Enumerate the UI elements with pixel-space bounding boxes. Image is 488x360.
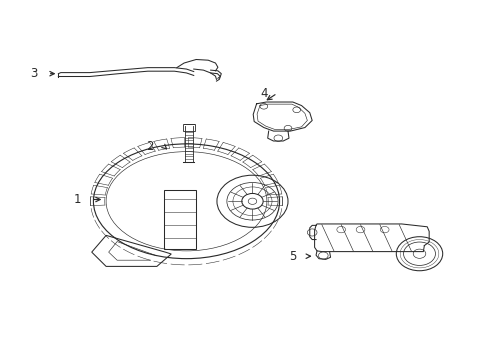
Text: 3: 3 [30,67,38,80]
Bar [183,123,195,131]
Text: 4: 4 [260,87,267,100]
Bar [163,190,195,249]
Text: 5: 5 [288,250,296,263]
Text: 1: 1 [74,193,81,206]
Text: 2: 2 [146,140,154,153]
